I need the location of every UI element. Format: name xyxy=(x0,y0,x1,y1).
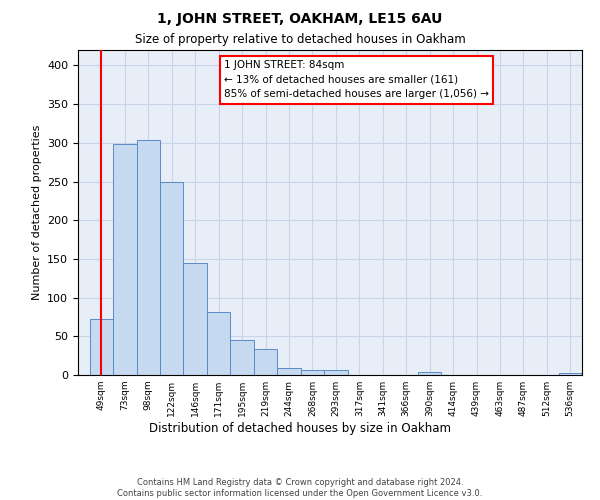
Y-axis label: Number of detached properties: Number of detached properties xyxy=(32,125,41,300)
Bar xyxy=(230,340,254,375)
Bar xyxy=(277,368,301,375)
Text: Size of property relative to detached houses in Oakham: Size of property relative to detached ho… xyxy=(134,32,466,46)
Bar xyxy=(113,144,137,375)
Bar xyxy=(559,372,582,375)
Text: 1, JOHN STREET, OAKHAM, LE15 6AU: 1, JOHN STREET, OAKHAM, LE15 6AU xyxy=(157,12,443,26)
Bar xyxy=(160,182,184,375)
Bar xyxy=(301,370,324,375)
Bar xyxy=(90,320,113,375)
Bar xyxy=(184,263,207,375)
Bar xyxy=(324,370,347,375)
Text: Distribution of detached houses by size in Oakham: Distribution of detached houses by size … xyxy=(149,422,451,435)
Text: 1 JOHN STREET: 84sqm
← 13% of detached houses are smaller (161)
85% of semi-deta: 1 JOHN STREET: 84sqm ← 13% of detached h… xyxy=(224,60,489,100)
Text: Contains HM Land Registry data © Crown copyright and database right 2024.
Contai: Contains HM Land Registry data © Crown c… xyxy=(118,478,482,498)
Bar xyxy=(207,312,230,375)
Bar xyxy=(254,350,277,375)
Bar xyxy=(137,140,160,375)
Bar xyxy=(418,372,442,375)
